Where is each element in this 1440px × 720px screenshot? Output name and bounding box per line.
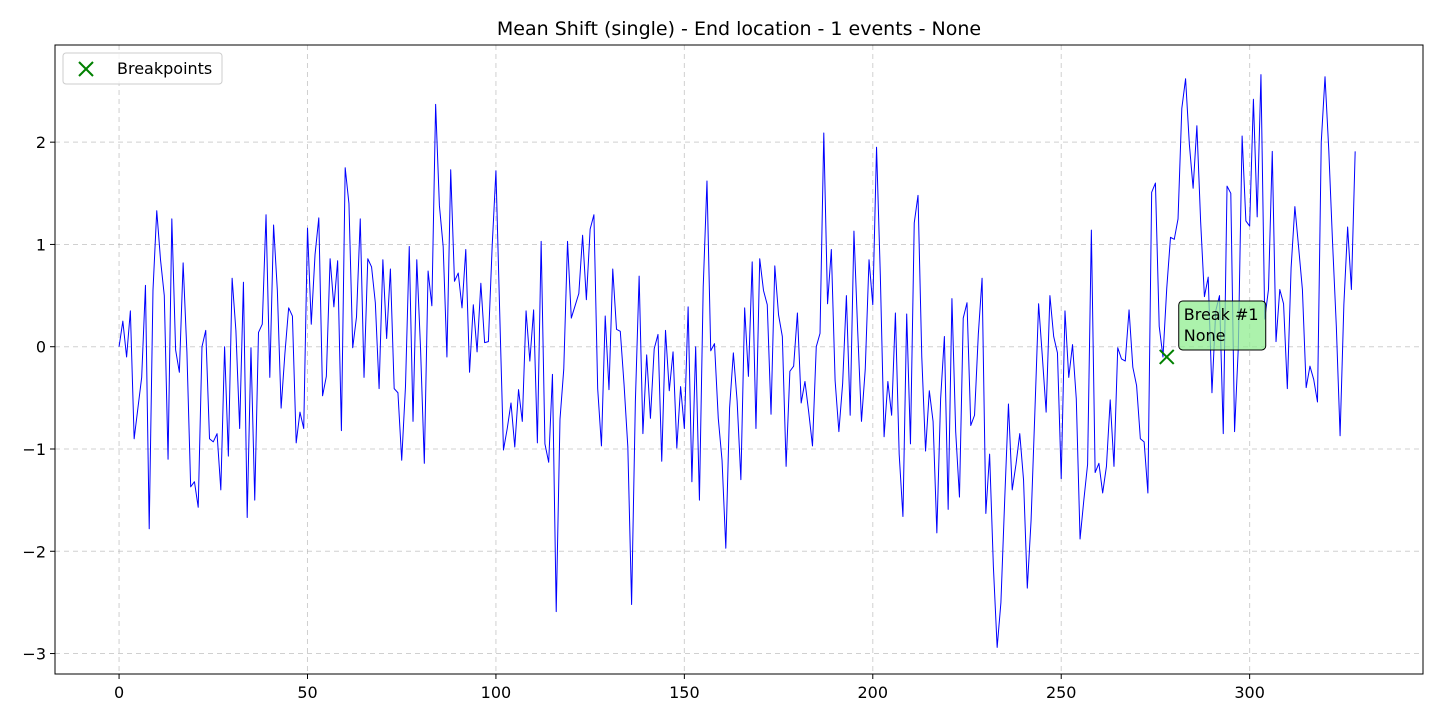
marker-stroke: [1159, 349, 1175, 365]
breakpoint-annotation-box: [1178, 300, 1267, 351]
series-line: [118, 74, 1356, 648]
axis-ticks: 0 50 100 150 200 250 300 −3 −2 −1 0 1 2: [22, 133, 1265, 702]
legend-box: [62, 52, 223, 85]
breakpoint-annotation-title: Break #1: [1184, 305, 1259, 324]
breakpoint-markers: Break #1 None: [1159, 300, 1267, 365]
legend-label: Breakpoints: [117, 59, 212, 78]
y-tick-label: 1: [36, 235, 46, 254]
x-tick-label: 100: [481, 683, 512, 702]
x-tick-label: 50: [297, 683, 317, 702]
x-tick-label: 300: [1234, 683, 1265, 702]
plot-frame: [54, 44, 1424, 675]
y-tick-label: 0: [36, 338, 46, 357]
y-tick-label: 2: [36, 133, 46, 152]
x-tick-label: 0: [114, 683, 124, 702]
legend: Breakpoints: [62, 52, 223, 85]
breakpoint-annotation-value: None: [1184, 326, 1226, 345]
breakpoint-x-marker-icon: [1159, 349, 1175, 365]
chart-title: Mean Shift (single) - End location - 1 e…: [497, 18, 981, 40]
legend-x-marker-icon: [78, 61, 94, 77]
y-tick-label: −1: [22, 440, 46, 459]
grid: [55, 45, 1423, 674]
y-tick-label: −2: [22, 542, 46, 561]
x-tick-label: 250: [1046, 683, 1077, 702]
x-tick-label: 200: [858, 683, 889, 702]
y-tick-label: −3: [22, 645, 46, 664]
x-tick-label: 150: [669, 683, 700, 702]
